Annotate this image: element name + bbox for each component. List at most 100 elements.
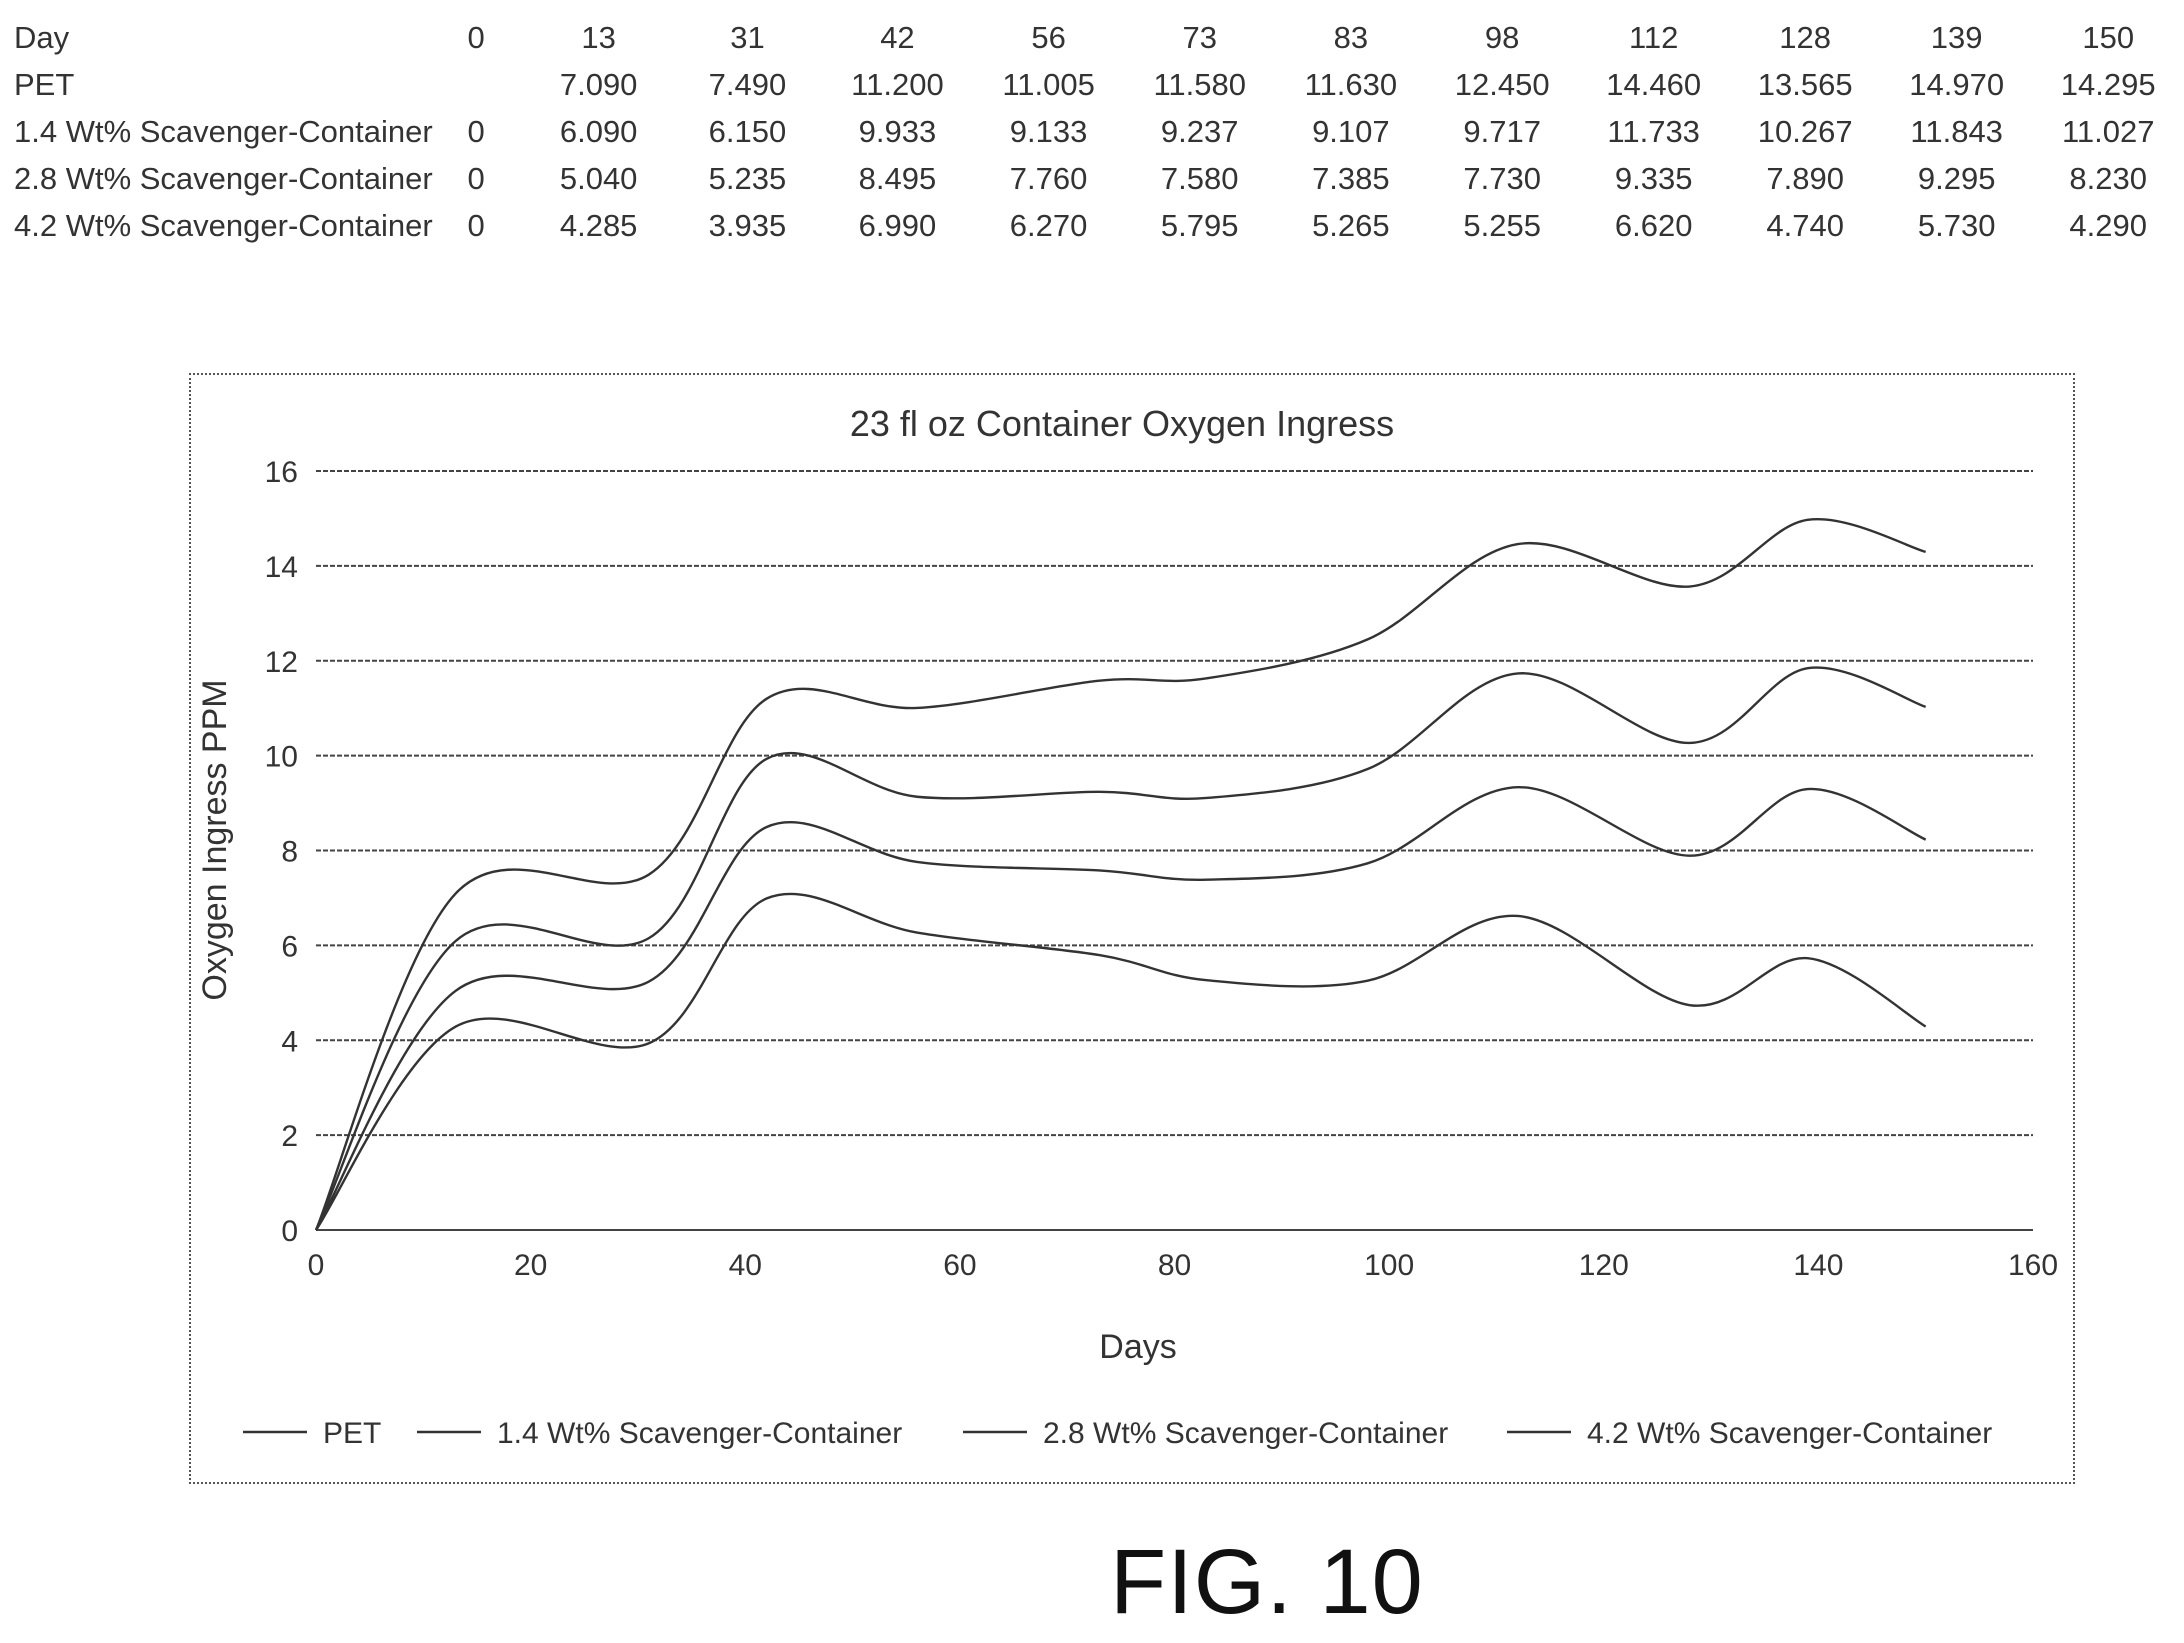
x-tick-label: 60 bbox=[943, 1249, 976, 1282]
table-cell: 11.027 bbox=[2061, 113, 2155, 149]
table-cell: 10.267 bbox=[1757, 113, 1853, 149]
table-cell: 42 bbox=[880, 19, 915, 55]
table-cell: 5.265 bbox=[1312, 207, 1390, 243]
legend-label: 1.4 Wt% Scavenger-Container bbox=[497, 1417, 902, 1450]
table-cell: 4.285 bbox=[559, 207, 638, 243]
x-tick-label: 160 bbox=[2008, 1249, 2058, 1282]
y-tick-label: 0 bbox=[281, 1215, 298, 1248]
table-cell: 73 bbox=[1182, 19, 1217, 55]
y-axis-label: Oxygen Ingress PPM bbox=[196, 679, 234, 1000]
table-header-row: Day 0 13 31 42 56 73 83 98 112 128 139 150 bbox=[14, 14, 2184, 61]
series-line-3 bbox=[314, 785, 1927, 1231]
table-cell: 11.200 bbox=[851, 66, 944, 102]
row-label: 4.2 Wt% Scavenger-Container bbox=[14, 207, 433, 243]
table-cell: 0 bbox=[467, 160, 485, 196]
table-cell: 128 bbox=[1779, 19, 1832, 55]
table-cell: 6.990 bbox=[858, 207, 937, 243]
y-tick-label: 10 bbox=[265, 741, 298, 774]
figure-label: FIG. 10 bbox=[1110, 1531, 1424, 1633]
table-cell: 6.620 bbox=[1614, 207, 1693, 243]
table-cell: 6.090 bbox=[559, 113, 638, 149]
table-cell: 5.795 bbox=[1160, 207, 1239, 243]
table-cell: 7.385 bbox=[1312, 160, 1390, 196]
legend-label: 4.2 Wt% Scavenger-Container bbox=[1587, 1417, 1992, 1450]
legend-label: 2.8 Wt% Scavenger-Container bbox=[1043, 1417, 1448, 1450]
y-tick-label: 12 bbox=[265, 646, 298, 679]
table-cell: 7.760 bbox=[1009, 160, 1088, 196]
table-cell: 7.490 bbox=[708, 66, 787, 102]
row-label: 1.4 Wt% Scavenger-Container bbox=[14, 113, 433, 149]
table-cell: 9.295 bbox=[1917, 160, 1996, 196]
table-cell: 9.237 bbox=[1160, 113, 1239, 149]
series-line-1 bbox=[314, 517, 1927, 1231]
table-cell: 0 bbox=[467, 19, 485, 55]
table-cell: 83 bbox=[1333, 19, 1369, 55]
table-cell: 7.090 bbox=[559, 66, 638, 102]
data-table: Day 0 13 31 42 56 73 83 98 112 128 139 150 PET 7.090 7.… bbox=[14, 14, 2184, 249]
table-cell: 14.970 bbox=[1909, 66, 2005, 102]
table-cell: 9.107 bbox=[1312, 113, 1390, 149]
table-cell: 31 bbox=[730, 19, 765, 55]
table-cell: 11.580 bbox=[1153, 66, 1246, 102]
table-cell: 150 bbox=[2082, 19, 2135, 55]
table-cell: 13 bbox=[581, 19, 616, 55]
x-tick-label: 120 bbox=[1579, 1249, 1629, 1282]
table-cell: 0 bbox=[467, 207, 485, 243]
table-cell: 5.040 bbox=[559, 160, 638, 196]
y-tick-label: 14 bbox=[265, 551, 298, 584]
x-axis-label: Days bbox=[1099, 1328, 1176, 1366]
x-tick-label: 80 bbox=[1158, 1249, 1191, 1282]
table-row: 1.4 Wt% Scavenger-Container 0 6.090 6.150 9.… bbox=[14, 108, 2184, 155]
table-cell: 13.565 bbox=[1757, 66, 1853, 102]
table-cell: 8.495 bbox=[858, 160, 937, 196]
row-label: 2.8 Wt% Scavenger-Container bbox=[14, 160, 433, 196]
series-line-2 bbox=[314, 666, 1927, 1231]
table-cell: 8.230 bbox=[2069, 160, 2147, 196]
chart-frame bbox=[189, 373, 2075, 1484]
table-row: 4.2 Wt% Scavenger-Container 0 4.285 3.935 6.… bbox=[14, 202, 2184, 249]
x-tick-label: 140 bbox=[1793, 1249, 1843, 1282]
row-label: Day bbox=[14, 19, 70, 55]
table-cell: 7.580 bbox=[1160, 160, 1239, 196]
table-cell: 3.935 bbox=[708, 207, 787, 243]
table-cell: 5.730 bbox=[1917, 207, 1996, 243]
table-cell: 6.270 bbox=[1009, 207, 1088, 243]
table-cell: 11.843 bbox=[1910, 113, 2003, 149]
table-cell: 112 bbox=[1628, 19, 1679, 55]
y-tick-label: 16 bbox=[265, 456, 298, 489]
y-tick-label: 4 bbox=[281, 1025, 298, 1058]
table-cell: 9.933 bbox=[858, 113, 937, 149]
table-cell: 11.733 bbox=[1607, 113, 1700, 149]
table-cell: 4.290 bbox=[2069, 207, 2147, 243]
table-cell: 4.740 bbox=[1766, 207, 1844, 243]
table-cell: 5.235 bbox=[708, 160, 787, 196]
y-tick-label: 6 bbox=[281, 930, 298, 963]
table-cell: 0 bbox=[467, 113, 485, 149]
series-line-4 bbox=[315, 892, 1927, 1231]
x-tick-label: 100 bbox=[1364, 1249, 1414, 1282]
x-tick-label: 20 bbox=[514, 1249, 547, 1282]
y-tick-label: 8 bbox=[281, 836, 298, 869]
table-cell: 14.460 bbox=[1606, 66, 1702, 102]
table-cell: 139 bbox=[1930, 19, 1983, 55]
table-cell: 98 bbox=[1484, 19, 1520, 55]
x-tick-label: 40 bbox=[729, 1249, 762, 1282]
x-tick-label: 0 bbox=[308, 1249, 325, 1282]
table-cell: 9.133 bbox=[1009, 113, 1088, 149]
table-cell: 5.255 bbox=[1463, 207, 1541, 243]
row-label: PET bbox=[14, 66, 75, 102]
table-cell: 7.730 bbox=[1463, 160, 1541, 196]
table-cell: 11.005 bbox=[1002, 66, 1095, 102]
table-cell: 12.450 bbox=[1454, 66, 1550, 102]
y-tick-label: 2 bbox=[281, 1120, 298, 1153]
table-cell: 11.630 bbox=[1304, 66, 1398, 102]
table-cell: 9.335 bbox=[1614, 160, 1693, 196]
legend: PET 1.4 Wt% Scavenger-Container 2.8 Wt% Sc… bbox=[243, 1417, 1992, 1450]
table-cell: 56 bbox=[1031, 19, 1066, 55]
table-cell: 9.717 bbox=[1463, 113, 1541, 149]
table-cell: 7.890 bbox=[1766, 160, 1844, 196]
chart-title: 23 fl oz Container Oxygen Ingress bbox=[850, 403, 1394, 444]
table-cell: 14.295 bbox=[2060, 66, 2156, 102]
table-row: PET 7.090 7.490 11.200 11.005 11.580 11.630 12.… bbox=[14, 61, 2184, 108]
